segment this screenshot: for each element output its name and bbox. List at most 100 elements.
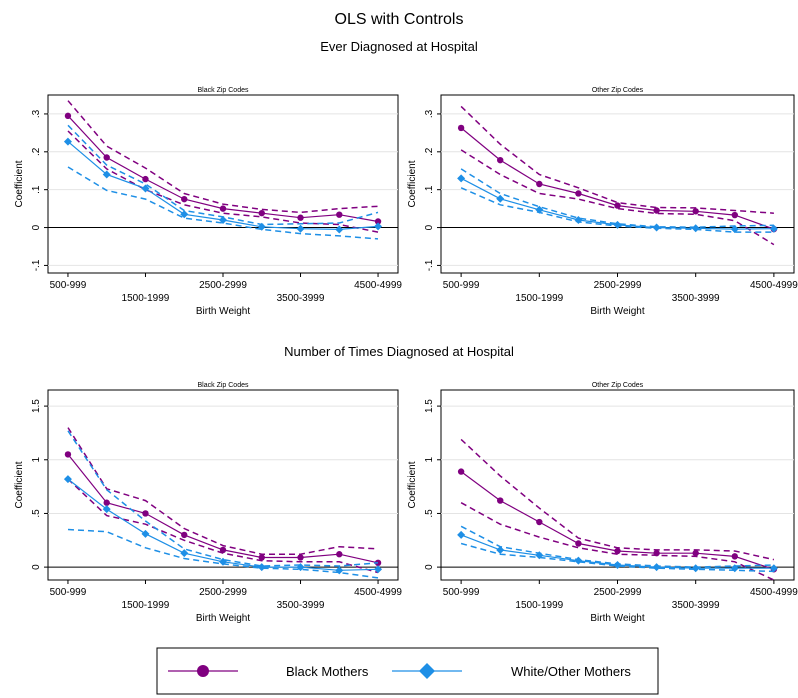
chart-panel-2: -.1 0 .1 .2 .3 500-999 1500-1999 2500-2999 3500-… [407,87,798,317]
chart-panels: -.1 0 .1 .2 .3 500-999 1500-1999 2500-2999 3500-… [14,87,798,624]
section-title-ever-diagnosed: Ever Diagnosed at Hospital [320,39,478,54]
x-tick-label: 3500-3999 [672,600,720,611]
x-tick-label: 2500-2999 [594,280,642,291]
point-white-other-mothers [652,563,661,572]
plot-area [440,94,795,274]
x-tick-label: 4500-4999 [354,280,402,291]
point-black-mothers [374,218,382,225]
point-white-other-mothers [691,564,700,573]
y-tick-label: 0 [424,564,435,570]
legend-label-white-other-mothers: White/Other Mothers [511,664,631,679]
point-white-other-mothers [219,215,227,224]
point-black-mothers [336,211,343,218]
y-tick-label: .2 [424,147,435,156]
legend-label-black-mothers: Black Mothers [286,664,369,679]
x-tick-label: 3500-3999 [277,293,325,304]
y-tick-label: 0 [424,224,435,230]
ci-lower-white-other-mothers [460,542,774,573]
y-tick-label: 1 [31,457,42,463]
y-tick-label: .2 [31,147,42,156]
point-black-mothers [653,549,660,557]
point-black-mothers [258,554,265,561]
point-black-mothers [614,202,621,209]
panel-title: Other Zip Codes [592,87,644,94]
point-white-other-mothers [374,565,383,574]
x-tick-label: 500-999 [50,587,87,598]
point-black-mothers [219,546,227,554]
point-black-mothers [692,208,699,215]
point-white-other-mothers [769,224,778,233]
y-tick-label: .1 [424,185,435,194]
ci-upper-black-mothers [67,427,379,555]
point-black-mothers [457,124,465,132]
point-black-mothers [64,112,72,120]
legend-marker-white-other-mothers [419,663,435,679]
point-white-other-mothers [613,220,622,229]
y-tick-label: .3 [31,109,42,118]
x-tick-label: 500-999 [443,587,480,598]
point-white-other-mothers [219,557,227,566]
panel-title: Other Zip Codes [592,382,644,389]
point-white-other-mothers [652,223,661,232]
chart-panel-3: 0 .5 1 1.5 500-999 1500-1999 2500-2999 3500-399… [14,382,402,624]
point-black-mothers [653,207,660,214]
x-tick-label: 2500-2999 [199,280,247,291]
panel-title: Black Zip Codes [198,87,249,94]
point-white-other-mothers [496,545,505,554]
point-white-other-mothers [63,475,72,484]
point-white-other-mothers [180,549,189,558]
ci-upper-black-mothers [460,438,775,561]
plot-area [47,94,399,274]
y-tick-label: 1.5 [424,399,435,413]
x-tick-label: 500-999 [443,280,480,291]
x-tick-label: 4500-4999 [354,587,402,598]
point-black-mothers [575,540,582,547]
x-tick-label: 1500-1999 [122,293,170,304]
point-black-mothers [336,551,343,558]
x-tick-label: 500-999 [50,280,87,291]
point-black-mothers [297,554,304,561]
point-white-other-mothers [296,563,305,572]
point-white-other-mothers [730,225,739,234]
figure-title: OLS with Controls [335,11,464,28]
point-black-mothers [142,510,149,517]
point-white-other-mothers [257,563,266,572]
point-white-other-mothers [574,556,583,565]
y-tick-label: 1 [424,457,435,463]
point-black-mothers [575,190,582,197]
point-white-other-mothers [574,215,583,224]
point-black-mothers [497,156,504,164]
x-tick-label: 2500-2999 [199,587,247,598]
point-black-mothers [297,214,304,221]
legend-marker-black-mothers [197,665,209,677]
point-white-other-mothers [769,564,778,573]
point-white-other-mothers [141,529,150,538]
y-tick-label: 0 [31,564,42,570]
point-white-other-mothers [730,564,739,573]
point-black-mothers [64,451,72,458]
point-white-other-mothers [613,560,622,569]
point-black-mothers [374,559,382,567]
point-black-mothers [497,497,504,504]
x-tick-label: 1500-1999 [515,600,563,611]
x-tick-label: 3500-3999 [277,600,325,611]
chart-panel-4: 0 .5 1 1.5 500-999 1500-1999 2500-2999 3500-399… [407,382,798,624]
y-tick-label: .5 [424,509,435,518]
point-black-mothers [731,553,738,560]
y-tick-label: -.1 [31,259,42,271]
point-black-mothers [181,531,188,539]
ci-upper-white-other-mothers [67,430,379,567]
x-tick-label: 3500-3999 [672,293,720,304]
point-white-other-mothers [296,224,305,233]
y-tick-label: .3 [424,109,435,118]
x-axis-label: Birth Weight [196,306,251,317]
point-white-other-mothers [535,551,544,560]
ci-lower-white-other-mothers [67,166,379,240]
y-axis-label: Coefficient [407,160,418,207]
point-white-other-mothers [335,566,344,575]
point-white-other-mothers [535,205,544,214]
x-axis-label: Birth Weight [590,306,645,317]
chart-panel-1: -.1 0 .1 .2 .3 500-999 1500-1999 2500-2999 3500-… [14,87,402,317]
y-tick-label: .1 [31,185,42,194]
